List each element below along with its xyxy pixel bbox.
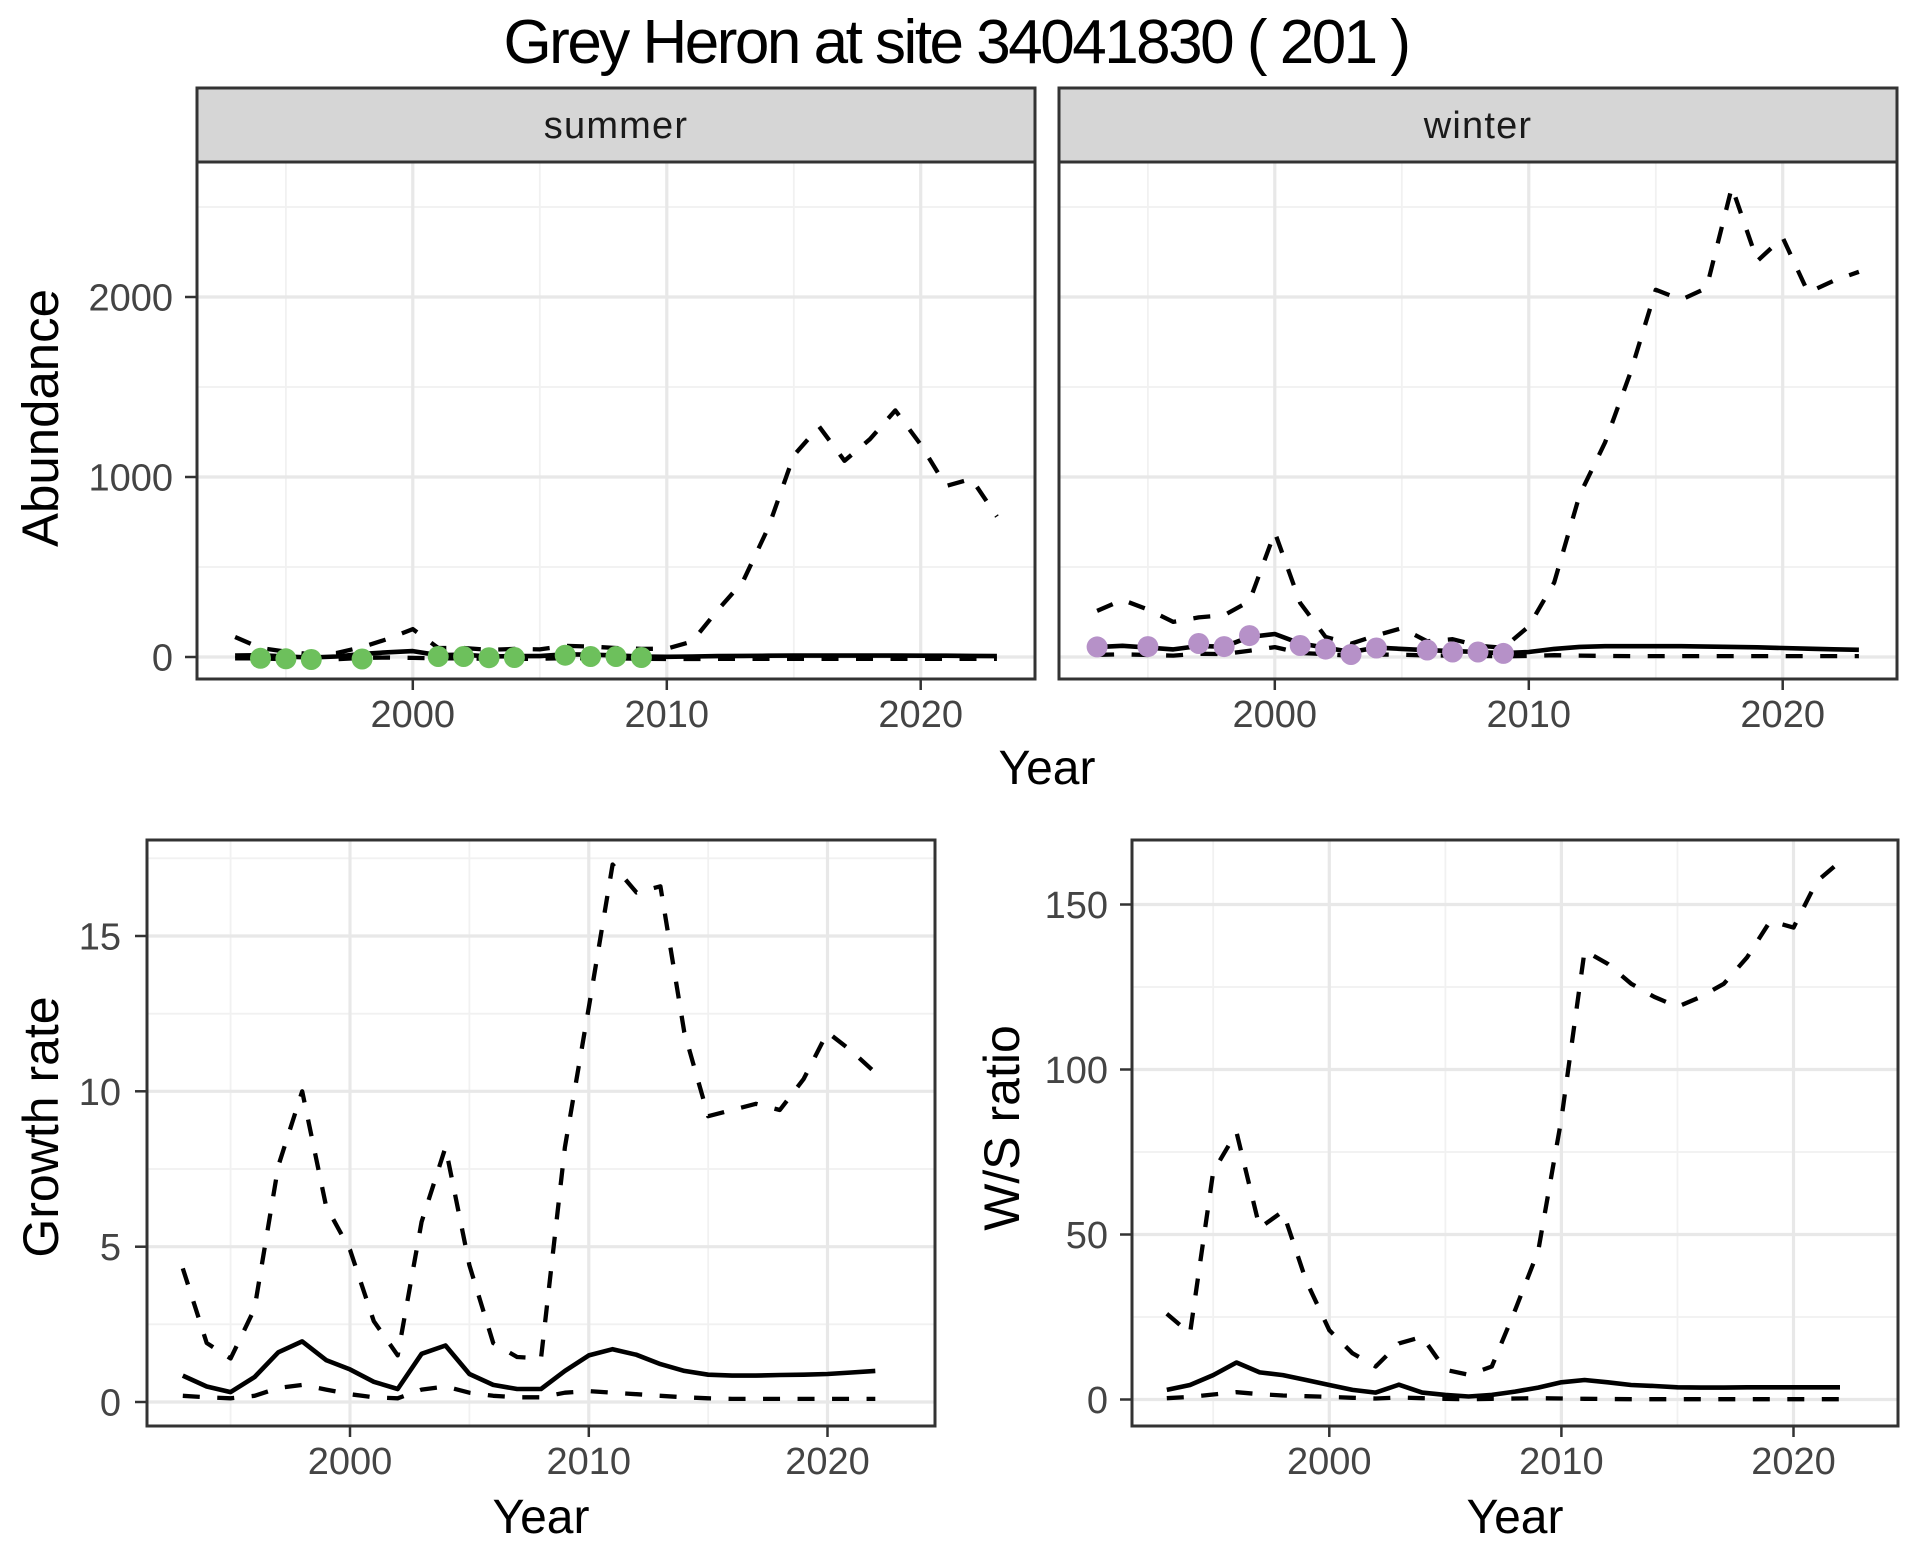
svg-text:2000: 2000: [88, 278, 173, 320]
svg-text:Year: Year: [493, 1491, 590, 1544]
svg-text:2020: 2020: [785, 1441, 870, 1483]
svg-text:0: 0: [152, 638, 173, 680]
svg-text:10: 10: [79, 1072, 121, 1114]
svg-text:100: 100: [1045, 1050, 1108, 1092]
svg-text:150: 150: [1045, 885, 1108, 927]
svg-text:Growth rate: Growth rate: [13, 996, 69, 1257]
svg-text:5: 5: [100, 1227, 121, 1269]
svg-text:Year: Year: [1467, 1491, 1564, 1544]
svg-text:Year: Year: [999, 742, 1096, 795]
svg-text:winter: winter: [1423, 105, 1533, 147]
svg-text:2020: 2020: [1751, 1441, 1836, 1483]
svg-text:W/S ratio: W/S ratio: [974, 1025, 1030, 1231]
svg-text:2010: 2010: [625, 694, 710, 736]
svg-text:2020: 2020: [878, 694, 963, 736]
svg-text:Grey Heron at site 34041830 (: Grey Heron at site 34041830 ( 201 ): [503, 8, 1408, 77]
svg-text:0: 0: [1087, 1380, 1108, 1422]
svg-text:15: 15: [79, 917, 121, 959]
svg-text:2000: 2000: [308, 1441, 393, 1483]
svg-text:50: 50: [1066, 1215, 1108, 1257]
svg-text:2000: 2000: [1287, 1441, 1372, 1483]
svg-text:0: 0: [100, 1383, 121, 1425]
svg-text:summer: summer: [544, 105, 688, 147]
svg-text:2010: 2010: [1519, 1441, 1604, 1483]
svg-text:2000: 2000: [1233, 694, 1318, 736]
svg-text:2010: 2010: [1487, 694, 1572, 736]
svg-text:2000: 2000: [371, 694, 456, 736]
svg-text:2010: 2010: [547, 1441, 632, 1483]
svg-text:1000: 1000: [88, 458, 173, 500]
svg-text:2020: 2020: [1740, 694, 1825, 736]
svg-text:Abundance: Abundance: [12, 289, 69, 547]
